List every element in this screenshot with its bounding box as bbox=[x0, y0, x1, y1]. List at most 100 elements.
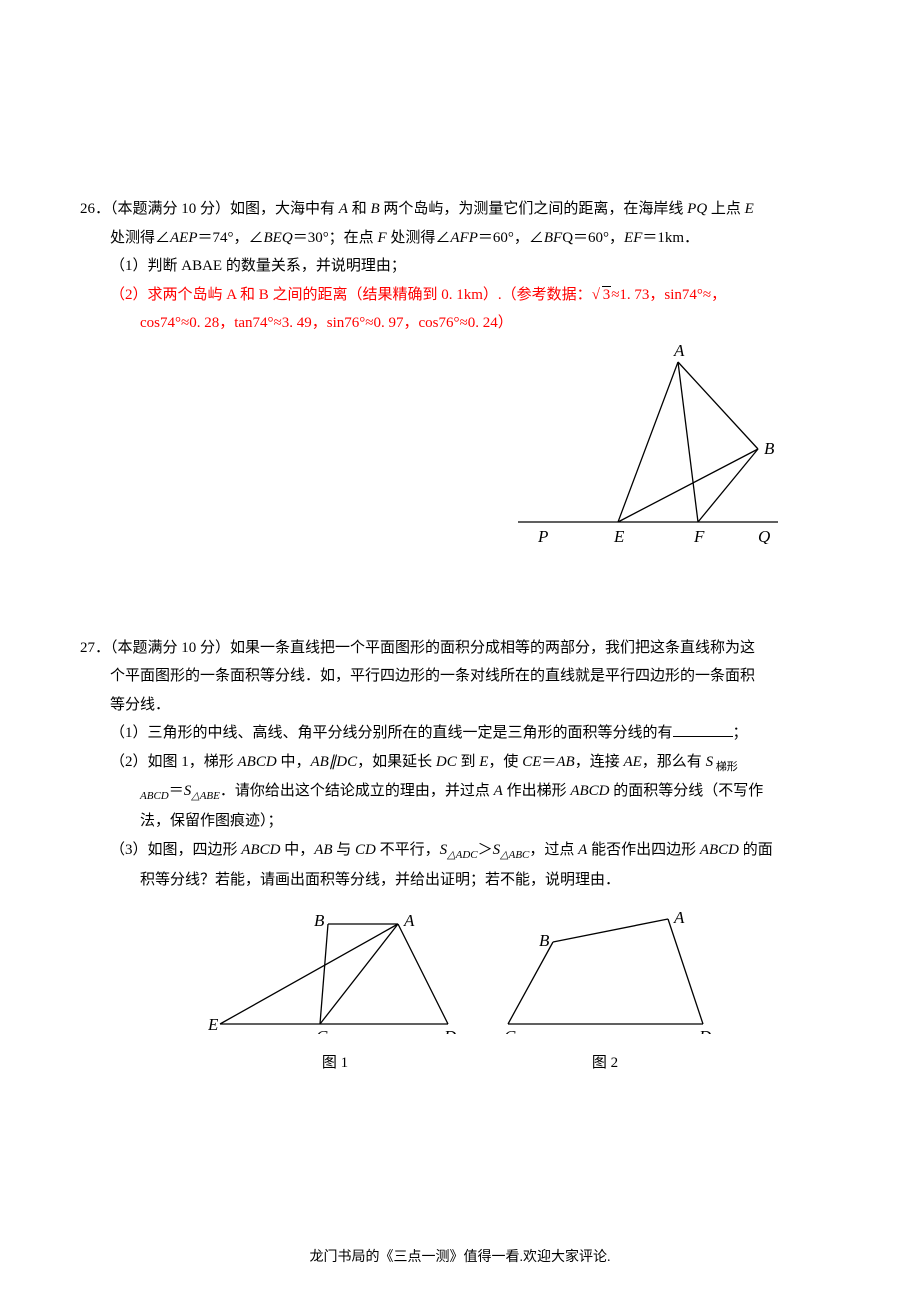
svg-text:B: B bbox=[314, 911, 325, 930]
svg-text:C: C bbox=[316, 1027, 328, 1034]
t: ，那么有 bbox=[642, 754, 706, 770]
svg-text:Q: Q bbox=[758, 527, 770, 544]
t: F bbox=[377, 230, 386, 246]
svg-text:A: A bbox=[403, 911, 415, 930]
svg-text:B: B bbox=[539, 931, 550, 950]
t: ＝30°；在点 bbox=[293, 230, 378, 246]
sqrt-icon: 3 bbox=[592, 281, 612, 310]
t: AB bbox=[314, 842, 332, 858]
t: ＝74°，∠ bbox=[198, 230, 264, 246]
svg-text:P: P bbox=[537, 527, 548, 544]
t: （3）如图，四边形 bbox=[110, 842, 241, 858]
t: ，过点 bbox=[529, 842, 578, 858]
t: 处测得∠ bbox=[110, 230, 170, 246]
t: 两个岛屿，为测量它们之间的距离，在海岸线 bbox=[380, 201, 688, 217]
t: 能否作出四边形 bbox=[587, 842, 700, 858]
t: 到 bbox=[457, 754, 480, 770]
t: B bbox=[370, 201, 379, 217]
p27-q1: （1）三角形的中线、高线、角平分线分别所在的直线一定是三角形的面积等分线的有 ； bbox=[80, 719, 845, 748]
p26-q2-line2: cos74°≈0. 28，tan74°≈3. 49，sin76°≈0. 97，c… bbox=[80, 309, 845, 338]
t: 的面 bbox=[739, 842, 773, 858]
p26-q1: （1）判断 ABAE 的数量关系，并说明理由； bbox=[80, 252, 845, 281]
p27-figures: ABCDE 图 1 ABCD 图 2 bbox=[80, 904, 845, 1077]
p27-figure-1: A B C D E bbox=[208, 904, 463, 1034]
svg-text:D: D bbox=[698, 1027, 712, 1034]
svg-text:E: E bbox=[613, 527, 625, 544]
p26-q2-line1: （2）求两个岛屿 A 和 B 之间的距离（结果精确到 0. 1km）.（参考数据… bbox=[80, 281, 845, 310]
t: △ADC bbox=[447, 849, 477, 861]
t: ＝ bbox=[169, 783, 184, 799]
svg-text:A: A bbox=[673, 344, 685, 360]
page-footer: 龙门书局的《三点一测》值得一看.欢迎大家评论. bbox=[0, 1245, 920, 1272]
svg-text:F: F bbox=[693, 527, 705, 544]
t: （1）三角形的中线、高线、角平分线分别所在的直线一定是三角形的面积等分线的有 bbox=[110, 725, 673, 741]
p27-fig2-block: ABCD 图 2 bbox=[493, 904, 718, 1077]
t: ABCD bbox=[570, 783, 609, 799]
t: AE bbox=[623, 754, 641, 770]
p27-q2-line1: （2）如图 1，梯形 ABCD 中，AB∥DC，如果延长 DC 到 E，使 CE… bbox=[80, 748, 845, 778]
t: （2）如图 1，梯形 bbox=[110, 754, 238, 770]
t: AFP bbox=[450, 230, 478, 246]
t: 和 bbox=[348, 201, 371, 217]
t: △ABE bbox=[191, 790, 220, 802]
t: ＝1km． bbox=[642, 230, 699, 246]
t: ≈1. 73，sin74°≈， bbox=[611, 287, 726, 303]
problem-27: 27．（本题满分 10 分）如果一条直线把一个平面图形的面积分成相等的两部分，我… bbox=[80, 634, 845, 1078]
fill-blank[interactable] bbox=[673, 722, 733, 737]
t: ＝60°， bbox=[573, 230, 624, 246]
t: 的面积等分线（不写作 bbox=[610, 783, 764, 799]
p26-figure-wrap: A B P E F Q bbox=[80, 344, 845, 544]
t: ＝ bbox=[541, 754, 556, 770]
t: （本题满分 10 分）如果一条直线把一个平面图形的面积分成相等的两部分，我们把这… bbox=[110, 640, 755, 656]
t: △ABC bbox=[500, 849, 529, 861]
p27-line2: 个平面图形的一条面积等分线．如，平行四边形的一条对线所在的直线就是平行四边形的一… bbox=[80, 662, 845, 691]
p26-figure: A B P E F Q bbox=[500, 344, 790, 544]
p27-fig1-block: A B C D E 图 1 bbox=[208, 904, 463, 1077]
t: ，如果延长 bbox=[357, 754, 436, 770]
t: 与 bbox=[333, 842, 356, 858]
svg-text:A: A bbox=[673, 908, 685, 927]
t: CD bbox=[355, 842, 376, 858]
t: S bbox=[706, 754, 714, 770]
p27-line3: 等分线． bbox=[80, 691, 845, 720]
t: 梯形 bbox=[713, 761, 738, 773]
t: Q bbox=[562, 230, 573, 246]
t: DC bbox=[336, 754, 357, 770]
t: ABCD bbox=[140, 790, 169, 802]
t: E bbox=[745, 201, 754, 217]
t: DC bbox=[436, 754, 457, 770]
svg-text:C: C bbox=[504, 1027, 516, 1034]
p26-line1: 26．（本题满分 10 分）如图，大海中有 A 和 B 两个岛屿，为测量它们之间… bbox=[80, 195, 845, 224]
t: （2）求两个岛屿 A 和 B 之间的距离（结果精确到 0. 1km）.（参考数据… bbox=[110, 287, 592, 303]
t: ABCD bbox=[241, 842, 280, 858]
t: PQ bbox=[687, 201, 707, 217]
svg-text:B: B bbox=[764, 439, 775, 458]
t: A bbox=[494, 783, 503, 799]
t: BF bbox=[544, 230, 562, 246]
t: ＞ bbox=[478, 842, 493, 858]
svg-text:D: D bbox=[443, 1027, 457, 1034]
problem-26: 26．（本题满分 10 分）如图，大海中有 A 和 B 两个岛屿，为测量它们之间… bbox=[80, 195, 845, 544]
t: ＝60°，∠ bbox=[478, 230, 544, 246]
t: BEQ bbox=[264, 230, 293, 246]
t: ，使 bbox=[488, 754, 522, 770]
t: （本题满分 10 分）如图，大海中有 bbox=[110, 201, 339, 217]
t: 处测得∠ bbox=[387, 230, 451, 246]
t: A bbox=[339, 201, 348, 217]
t: AEP bbox=[170, 230, 198, 246]
t: 上点 bbox=[707, 201, 745, 217]
p27-q3-line1: （3）如图，四边形 ABCD 中，AB 与 CD 不平行，S△ADC＞S△ABC… bbox=[80, 836, 845, 866]
t: A bbox=[578, 842, 587, 858]
svg-text:E: E bbox=[208, 1015, 219, 1034]
p27-figure-2: A B C D bbox=[493, 904, 718, 1034]
fig1-caption: 图 1 bbox=[208, 1049, 463, 1078]
t: 3 bbox=[602, 286, 612, 303]
p27-q2-line3: 法，保留作图痕迹）； bbox=[80, 807, 845, 836]
p27-number: 27． bbox=[80, 640, 110, 656]
t: ，连接 bbox=[575, 754, 624, 770]
t: 中， bbox=[277, 754, 311, 770]
t: ； bbox=[733, 725, 748, 741]
t: AB bbox=[310, 754, 328, 770]
t: 作出梯形 bbox=[503, 783, 571, 799]
t: 中， bbox=[280, 842, 314, 858]
